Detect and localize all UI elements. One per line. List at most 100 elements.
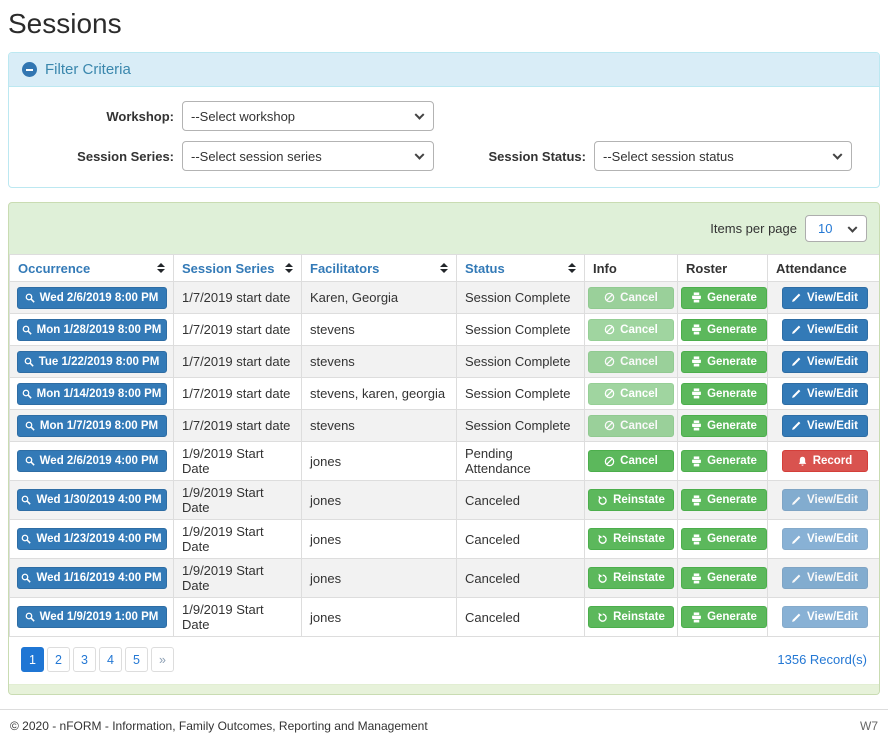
printer-icon bbox=[691, 533, 702, 545]
printer-icon bbox=[691, 356, 702, 367]
table-row: Wed 2/6/2019 4:00 PM 1/9/2019 Start Date j… bbox=[9, 441, 879, 481]
session-series-cell: 1/7/2019 start date bbox=[173, 377, 302, 410]
ban-icon bbox=[604, 356, 615, 367]
printer-icon bbox=[691, 611, 702, 623]
occurrence-button[interactable]: Wed 1/16/2019 4:00 PM bbox=[16, 567, 167, 589]
facilitators-cell: jones bbox=[301, 558, 457, 598]
version-label: W7 bbox=[860, 719, 878, 733]
page-title: Sessions bbox=[8, 8, 122, 39]
page-button-4[interactable]: 4 bbox=[99, 647, 122, 672]
reinstate-button[interactable]: Reinstate bbox=[588, 606, 674, 628]
generate-button[interactable]: Generate bbox=[681, 528, 767, 550]
generate-button[interactable]: Generate bbox=[681, 350, 767, 373]
record-button[interactable]: Record bbox=[781, 450, 868, 472]
page-button-1[interactable]: 1 bbox=[21, 647, 44, 672]
occurrence-button[interactable]: Mon 1/14/2019 8:00 PM bbox=[16, 382, 167, 405]
printer-icon bbox=[691, 494, 702, 506]
generate-button[interactable]: Generate bbox=[681, 382, 767, 405]
facilitators-cell: jones bbox=[301, 519, 457, 559]
view-edit-button: View/Edit bbox=[781, 528, 868, 550]
generate-button[interactable]: Generate bbox=[681, 450, 767, 472]
items-per-page-select[interactable]: 10 bbox=[805, 215, 867, 242]
pencil-icon bbox=[791, 292, 802, 303]
generate-button[interactable]: Generate bbox=[681, 286, 767, 309]
sort-icon[interactable] bbox=[440, 263, 448, 273]
pencil-icon bbox=[791, 612, 802, 623]
status-cell: Canceled bbox=[456, 597, 585, 637]
search-icon bbox=[25, 456, 35, 466]
occurrence-button[interactable]: Wed 1/23/2019 4:00 PM bbox=[16, 528, 167, 550]
copyright-text: © 2020 - nFORM - Information, Family Out… bbox=[10, 719, 428, 733]
status-cell: Session Complete bbox=[456, 313, 585, 346]
sessions-table-panel: Items per page 10 Occurrence Session Seri… bbox=[8, 202, 880, 695]
printer-icon bbox=[691, 420, 702, 431]
generate-button[interactable]: Generate bbox=[681, 318, 767, 341]
printer-icon bbox=[691, 388, 702, 399]
bell-icon bbox=[797, 456, 808, 467]
view-edit-button[interactable]: View/Edit bbox=[781, 318, 868, 341]
facilitators-cell: stevens bbox=[301, 345, 457, 378]
status-cell: Canceled bbox=[456, 558, 585, 598]
status-cell: Session Complete bbox=[456, 377, 585, 410]
record-count: 1356 Record(s) bbox=[777, 652, 867, 667]
facilitators-cell: stevens bbox=[301, 409, 457, 442]
generate-button[interactable]: Generate bbox=[681, 414, 767, 437]
column-header-status[interactable]: Status bbox=[456, 254, 585, 282]
view-edit-button[interactable]: View/Edit bbox=[781, 414, 868, 437]
session-series-select[interactable]: --Select session series bbox=[182, 141, 434, 171]
column-header-session-series[interactable]: Session Series bbox=[173, 254, 302, 282]
occurrence-button[interactable]: Mon 1/28/2019 8:00 PM bbox=[16, 318, 167, 341]
column-header-facilitators[interactable]: Facilitators bbox=[301, 254, 457, 282]
search-icon bbox=[21, 495, 32, 505]
table-header-row: Occurrence Session Series Facilitators Stat… bbox=[9, 254, 879, 282]
filter-criteria-header[interactable]: Filter Criteria bbox=[9, 53, 879, 87]
page-button-5[interactable]: 5 bbox=[125, 647, 148, 672]
search-icon bbox=[22, 325, 32, 335]
cancel-button: Cancel bbox=[588, 414, 674, 437]
column-header-occurrence[interactable]: Occurrence bbox=[9, 254, 174, 282]
search-icon bbox=[24, 357, 34, 367]
items-per-page-label: Items per page bbox=[710, 221, 797, 236]
page-button-3[interactable]: 3 bbox=[73, 647, 96, 672]
status-cell: Canceled bbox=[456, 480, 585, 520]
generate-button[interactable]: Generate bbox=[681, 489, 767, 511]
facilitators-cell: jones bbox=[301, 441, 457, 481]
generate-button[interactable]: Generate bbox=[681, 606, 767, 628]
occurrence-button[interactable]: Wed 1/30/2019 4:00 PM bbox=[16, 489, 167, 511]
view-edit-button: View/Edit bbox=[781, 489, 868, 511]
generate-button[interactable]: Generate bbox=[681, 567, 767, 589]
sort-icon[interactable] bbox=[157, 263, 165, 273]
occurrence-button[interactable]: Wed 2/6/2019 8:00 PM bbox=[16, 286, 167, 309]
occurrence-button[interactable]: Wed 2/6/2019 4:00 PM bbox=[16, 450, 167, 472]
occurrence-button[interactable]: Tue 1/22/2019 8:00 PM bbox=[16, 350, 167, 373]
session-series-cell: 1/7/2019 start date bbox=[173, 409, 302, 442]
reinstate-button[interactable]: Reinstate bbox=[588, 528, 674, 550]
undo-icon bbox=[597, 495, 608, 506]
search-icon bbox=[25, 612, 35, 622]
table-row: Mon 1/7/2019 8:00 PM 1/7/2019 start date s… bbox=[9, 409, 879, 442]
view-edit-button[interactable]: View/Edit bbox=[781, 382, 868, 405]
sort-icon[interactable] bbox=[285, 263, 293, 273]
view-edit-button[interactable]: View/Edit bbox=[781, 286, 868, 309]
occurrence-button[interactable]: Wed 1/9/2019 1:00 PM bbox=[16, 606, 167, 628]
session-status-select[interactable]: --Select session status bbox=[594, 141, 852, 171]
table-row: Wed 1/23/2019 4:00 PM 1/9/2019 Start Date… bbox=[9, 519, 879, 559]
session-series-cell: 1/7/2019 start date bbox=[173, 345, 302, 378]
facilitators-cell: jones bbox=[301, 480, 457, 520]
cancel-button: Cancel bbox=[588, 318, 674, 341]
view-edit-button[interactable]: View/Edit bbox=[781, 350, 868, 373]
page-button-2[interactable]: 2 bbox=[47, 647, 70, 672]
workshop-select[interactable]: --Select workshop bbox=[182, 101, 434, 131]
session-status-label: Session Status: bbox=[488, 148, 586, 164]
sessions-table: Occurrence Session Series Facilitators Stat… bbox=[9, 254, 879, 637]
table-row: Mon 1/28/2019 8:00 PM 1/7/2019 start date… bbox=[9, 313, 879, 346]
reinstate-button[interactable]: Reinstate bbox=[588, 489, 674, 511]
collapse-minus-icon[interactable] bbox=[22, 62, 37, 77]
sort-icon[interactable] bbox=[568, 263, 576, 273]
next-page-button[interactable]: » bbox=[151, 647, 174, 672]
search-icon bbox=[21, 534, 32, 544]
undo-icon bbox=[597, 534, 608, 545]
reinstate-button[interactable]: Reinstate bbox=[588, 567, 674, 589]
cancel-button[interactable]: Cancel bbox=[588, 450, 674, 472]
occurrence-button[interactable]: Mon 1/7/2019 8:00 PM bbox=[16, 414, 167, 437]
